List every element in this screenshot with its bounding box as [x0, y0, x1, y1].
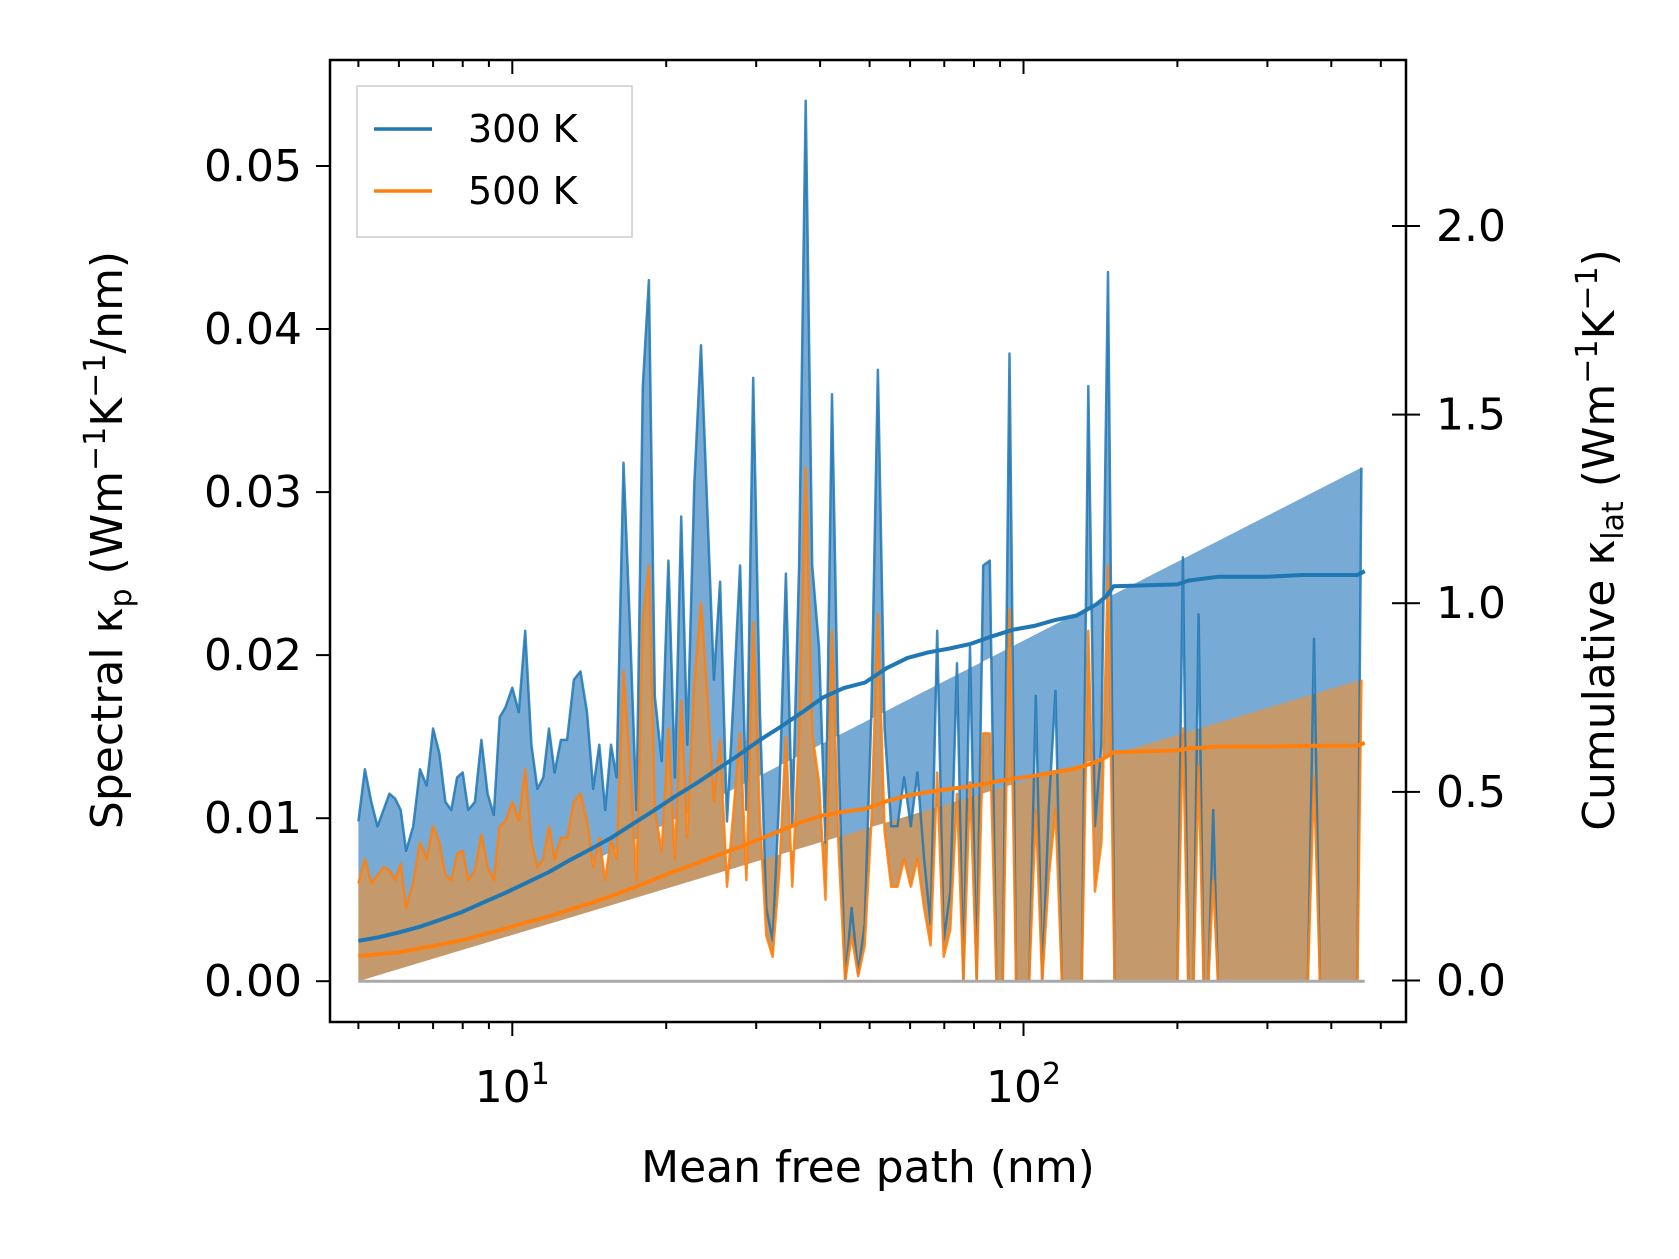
y-left-title-main: Spectral κ — [82, 608, 133, 830]
legend-label-500k: 500 K — [468, 169, 579, 213]
y-left-tick-label: 0.04 — [204, 304, 302, 355]
y-right-axis-title: Cumulative κlat (Wm−1K−1) — [1570, 249, 1631, 831]
x-tick-label-base: 10 — [986, 1062, 1042, 1113]
y-left-tick-label: 0.01 — [204, 793, 302, 844]
legend-box — [356, 85, 633, 238]
x-tick-label-exp: 1 — [531, 1057, 550, 1092]
y-right-title-exp2: −1 — [1570, 266, 1605, 310]
y-right-tick-label: 0.0 — [1436, 956, 1506, 1007]
axis-ticks — [316, 60, 1420, 1036]
y-left-tick-label: 0.02 — [204, 630, 302, 681]
y-right-title-units-open: (Wm — [1574, 384, 1625, 502]
cumulative-300k-line — [358, 569, 1366, 943]
y-right-tick-label: 2.0 — [1436, 201, 1506, 252]
x-tick-label-exp: 2 — [1042, 1057, 1061, 1092]
x-tick-label: 102 — [986, 1057, 1061, 1113]
y-right-title-exp1: −1 — [1570, 339, 1605, 383]
y-left-tick-label: 0.00 — [204, 956, 302, 1007]
x-tick-label: 101 — [475, 1057, 550, 1113]
y-right-tick-label: 1.5 — [1436, 390, 1506, 441]
y-left-title-exp1: −1 — [78, 427, 113, 471]
y-right-title-main: Cumulative κ — [1574, 540, 1625, 831]
y-right-tick-label: 0.5 — [1436, 767, 1506, 818]
cumulative-500k-line — [358, 740, 1366, 958]
y-right-tick-label: 1.0 — [1436, 578, 1506, 629]
x-axis-title: Mean free path (nm) — [641, 1142, 1095, 1193]
legend-label-300k: 300 K — [468, 107, 579, 151]
legend: 300 K 500 K — [356, 85, 633, 238]
y-left-axis-title: Spectral κp (Wm−1K−1/nm) — [78, 251, 139, 829]
y-left-tick-label: 0.03 — [204, 467, 302, 518]
y-left-title-units-open: (Wm — [82, 471, 133, 589]
plot-lines — [357, 99, 1366, 983]
plot-frame — [328, 58, 1408, 1024]
x-tick-label-base: 10 — [475, 1062, 531, 1113]
y-left-tick-label: 0.05 — [204, 141, 302, 192]
y-left-title-mid: K — [82, 397, 133, 427]
y-left-title-sub: p — [104, 588, 139, 607]
y-left-title-exp2: −1 — [78, 354, 113, 398]
axis-tick-labels: 101 1020.000.010.020.030.040.050.00.51.01… — [204, 141, 1506, 1113]
y-right-title-units-close: ) — [1574, 249, 1625, 266]
y-left-title-units-close: /nm) — [82, 251, 133, 354]
y-right-title-mid: K — [1574, 309, 1625, 339]
y-right-title-sub: lat — [1596, 501, 1631, 540]
